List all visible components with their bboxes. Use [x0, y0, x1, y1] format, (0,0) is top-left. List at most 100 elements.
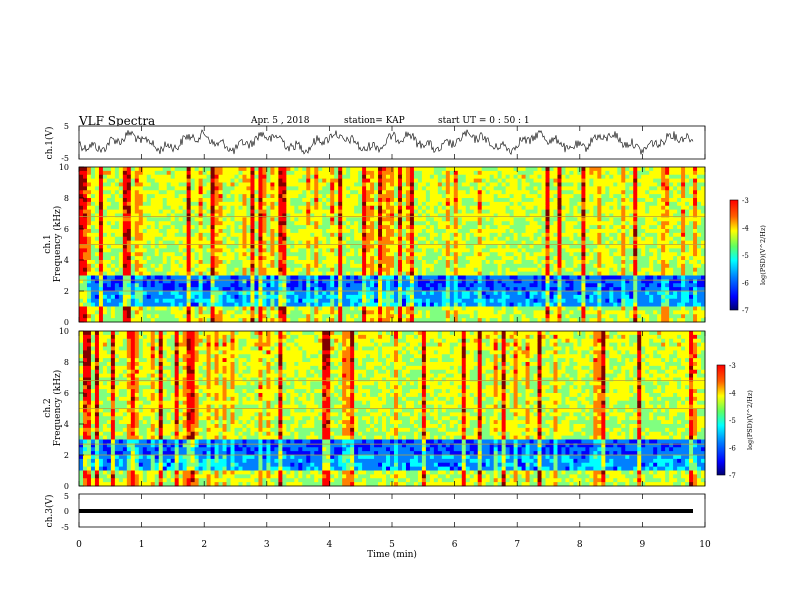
spectrogram-cell — [298, 267, 303, 273]
spectrogram-cell — [326, 186, 331, 191]
spectrogram-cell — [382, 201, 387, 207]
spectrogram-cell — [649, 263, 654, 269]
spectrogram-cell — [521, 174, 526, 180]
spectrogram-cell — [114, 198, 120, 203]
spectrogram-cell — [354, 201, 359, 207]
spectrogram-cell — [673, 174, 678, 180]
spectrogram-cell — [653, 178, 658, 183]
spectrogram-cell — [102, 213, 108, 218]
spectrogram-cell — [118, 170, 124, 176]
spectrogram-cell — [549, 236, 554, 242]
spectrogram-cell — [509, 256, 515, 261]
spectrogram-cell — [441, 225, 447, 230]
spectrogram-cell — [102, 283, 108, 288]
spectrogram-cell — [701, 217, 706, 222]
spectrogram-cell — [178, 232, 184, 238]
spectrogram-cell — [461, 287, 467, 292]
spectrogram-cell — [601, 283, 606, 288]
spectrogram-cell — [601, 186, 606, 191]
spectrogram-cell — [242, 267, 247, 273]
spectrogram-cell — [565, 248, 570, 253]
spectrogram-cell — [621, 252, 626, 257]
spectrogram-cell — [134, 186, 140, 191]
spectrogram-cell — [393, 167, 399, 172]
spectrogram-cell — [98, 252, 104, 257]
spectrogram-cell — [409, 256, 415, 261]
spectrogram-cell — [657, 190, 662, 195]
spectrogram-cell — [254, 287, 259, 292]
spectrogram-cell — [621, 283, 626, 288]
spectrogram-cell — [545, 209, 550, 214]
spectrogram-cell — [653, 182, 658, 187]
spectrogram-cell — [449, 186, 455, 191]
spectrogram-cell — [210, 174, 215, 180]
spectrogram-cell — [453, 182, 459, 187]
spectrogram-cell — [609, 240, 614, 245]
spectrogram-cell — [190, 248, 196, 253]
spectrogram-cell — [94, 178, 100, 183]
spectrogram-cell — [573, 283, 578, 288]
spectrogram-cell — [393, 170, 399, 176]
spectrogram-cell — [517, 267, 522, 273]
spectrogram-cell — [429, 252, 435, 257]
spectrogram-cell — [545, 213, 550, 218]
spectrogram-cell — [266, 256, 271, 261]
spectrogram-cell — [274, 275, 279, 280]
spectrogram-cell — [601, 221, 606, 226]
spectrogram-cell — [86, 213, 92, 218]
spectrogram-cell — [397, 283, 403, 288]
spectrogram-cell — [114, 178, 120, 183]
spectrogram-cell — [222, 263, 227, 269]
spectrogram-cell — [358, 244, 363, 249]
spectrogram-cell — [294, 244, 299, 249]
spectrogram-cell — [146, 167, 152, 172]
spectrogram-cell — [633, 170, 638, 176]
spectrogram-cell — [441, 174, 447, 180]
spectrogram-cell — [637, 260, 642, 265]
spectrogram-cell — [318, 244, 323, 249]
spectrogram-cell — [429, 182, 435, 187]
spectrogram-cell — [158, 244, 164, 249]
spectrogram-cell — [170, 260, 176, 265]
spectrogram-cell — [242, 275, 247, 280]
spectrogram-cell — [461, 205, 467, 211]
spectrogram-cell — [106, 182, 112, 187]
spectrogram-cell — [242, 256, 247, 261]
spectrogram-cell — [393, 221, 399, 226]
spectrogram-cell — [489, 260, 495, 265]
spectrogram-cell — [545, 267, 550, 273]
spectrogram-cell — [505, 263, 511, 269]
spectrogram-cell — [390, 190, 395, 195]
spectrogram-cell — [206, 283, 211, 288]
spectrogram-cell — [86, 225, 92, 230]
spectrogram-cell — [386, 198, 391, 203]
spectrogram-cell — [457, 279, 463, 284]
spectrogram-cell — [581, 221, 586, 226]
spectrogram-cell — [182, 225, 188, 230]
spectrogram-cell — [609, 170, 614, 176]
spectrogram-cell — [593, 217, 598, 222]
spectrogram-cell — [605, 209, 610, 214]
spectrogram-cell — [561, 248, 566, 253]
spectrogram-cell — [645, 190, 650, 195]
spectrogram-cell — [358, 190, 363, 195]
spectrogram-cell — [162, 229, 168, 234]
spectrogram-cell — [270, 267, 275, 273]
spectrogram-cell — [314, 287, 319, 292]
spectrogram-cell — [445, 267, 451, 273]
spectrogram-cell — [374, 256, 379, 261]
spectrogram-cell — [653, 205, 658, 211]
spectrogram-cell — [509, 248, 515, 253]
spectrogram-cell — [326, 170, 331, 176]
spectrogram-cell — [653, 213, 658, 218]
spectrogram-cell — [242, 271, 247, 276]
spectrogram-cell — [358, 178, 363, 183]
spectrogram-cell — [210, 205, 215, 211]
spectrogram-cell — [521, 287, 526, 292]
spectrogram-cell — [521, 256, 526, 261]
spectrogram-cell — [174, 283, 180, 288]
spectrogram-cell — [354, 217, 359, 222]
spectrogram-cell — [673, 217, 678, 222]
spectrogram-cell — [649, 209, 654, 214]
spectrogram-cell — [553, 190, 558, 195]
